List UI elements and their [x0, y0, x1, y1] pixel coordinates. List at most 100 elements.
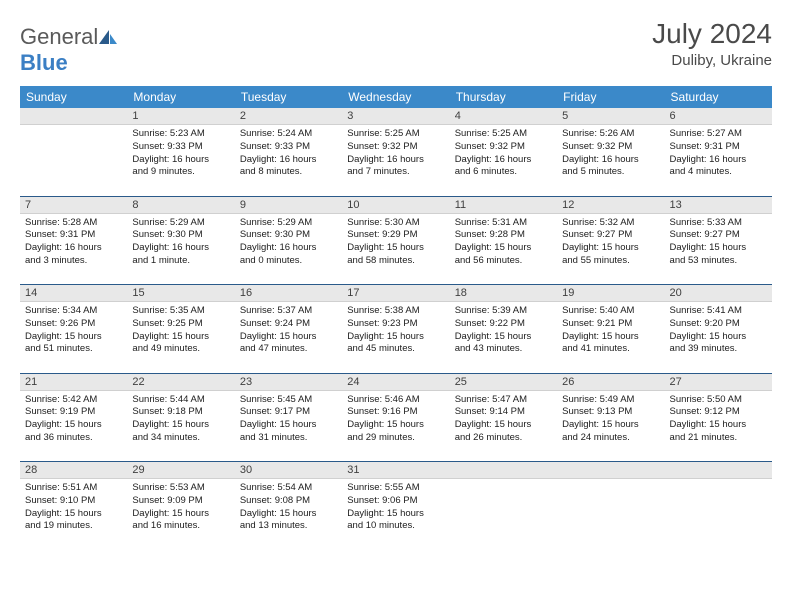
day-content: Sunrise: 5:29 AMSunset: 9:30 PMDaylight:…: [127, 214, 234, 272]
day-number: 27: [665, 374, 772, 391]
day-number: 9: [235, 197, 342, 214]
calendar-page: GeneralBlue July 2024 Duliby, Ukraine Su…: [0, 0, 792, 560]
day-line: Sunrise: 5:29 AM: [240, 217, 337, 230]
weekday-header: Monday: [127, 86, 234, 108]
calendar-day: 23Sunrise: 5:45 AMSunset: 9:17 PMDayligh…: [235, 374, 342, 462]
day-content: Sunrise: 5:41 AMSunset: 9:20 PMDaylight:…: [665, 302, 772, 360]
location-label: Duliby, Ukraine: [652, 52, 772, 69]
day-number: 10: [342, 197, 449, 214]
day-line: Daylight: 15 hours: [455, 331, 552, 344]
day-number: 22: [127, 374, 234, 391]
day-line: Sunset: 9:30 PM: [240, 229, 337, 242]
day-content: Sunrise: 5:35 AMSunset: 9:25 PMDaylight:…: [127, 302, 234, 360]
day-line: Sunrise: 5:34 AM: [25, 305, 122, 318]
day-line: Daylight: 16 hours: [347, 154, 444, 167]
day-line: Sunrise: 5:46 AM: [347, 394, 444, 407]
day-content: Sunrise: 5:23 AMSunset: 9:33 PMDaylight:…: [127, 125, 234, 183]
day-line: and 0 minutes.: [240, 255, 337, 268]
day-line: Sunrise: 5:40 AM: [562, 305, 659, 318]
day-line: and 26 minutes.: [455, 432, 552, 445]
day-line: and 6 minutes.: [455, 166, 552, 179]
day-line: Daylight: 15 hours: [670, 419, 767, 432]
day-number: 12: [557, 197, 664, 214]
day-line: and 39 minutes.: [670, 343, 767, 356]
day-content: Sunrise: 5:47 AMSunset: 9:14 PMDaylight:…: [450, 391, 557, 449]
day-line: Daylight: 15 hours: [670, 242, 767, 255]
day-line: Sunset: 9:33 PM: [240, 141, 337, 154]
day-line: Daylight: 15 hours: [562, 419, 659, 432]
day-number: 19: [557, 285, 664, 302]
day-number: 23: [235, 374, 342, 391]
day-line: Daylight: 15 hours: [347, 331, 444, 344]
day-line: Sunset: 9:22 PM: [455, 318, 552, 331]
day-line: and 21 minutes.: [670, 432, 767, 445]
calendar-day: 1Sunrise: 5:23 AMSunset: 9:33 PMDaylight…: [127, 108, 234, 196]
calendar-day: 4Sunrise: 5:25 AMSunset: 9:32 PMDaylight…: [450, 108, 557, 196]
calendar-day: 9Sunrise: 5:29 AMSunset: 9:30 PMDaylight…: [235, 197, 342, 285]
day-content: Sunrise: 5:44 AMSunset: 9:18 PMDaylight:…: [127, 391, 234, 449]
day-number: [665, 462, 772, 479]
day-line: and 45 minutes.: [347, 343, 444, 356]
day-line: and 41 minutes.: [562, 343, 659, 356]
day-line: Daylight: 16 hours: [455, 154, 552, 167]
day-number: 4: [450, 108, 557, 125]
calendar-week: 7Sunrise: 5:28 AMSunset: 9:31 PMDaylight…: [20, 197, 772, 285]
day-line: and 16 minutes.: [132, 520, 229, 533]
day-line: Daylight: 15 hours: [670, 331, 767, 344]
day-number: 20: [665, 285, 772, 302]
day-content: Sunrise: 5:30 AMSunset: 9:29 PMDaylight:…: [342, 214, 449, 272]
calendar-day: 28Sunrise: 5:51 AMSunset: 9:10 PMDayligh…: [20, 462, 127, 550]
calendar-day: 17Sunrise: 5:38 AMSunset: 9:23 PMDayligh…: [342, 285, 449, 373]
day-line: and 19 minutes.: [25, 520, 122, 533]
calendar-day: 6Sunrise: 5:27 AMSunset: 9:31 PMDaylight…: [665, 108, 772, 196]
calendar-day: 15Sunrise: 5:35 AMSunset: 9:25 PMDayligh…: [127, 285, 234, 373]
day-content: Sunrise: 5:51 AMSunset: 9:10 PMDaylight:…: [20, 479, 127, 537]
day-line: Sunrise: 5:28 AM: [25, 217, 122, 230]
day-line: Sunset: 9:30 PM: [132, 229, 229, 242]
day-line: Daylight: 16 hours: [25, 242, 122, 255]
calendar-day: 19Sunrise: 5:40 AMSunset: 9:21 PMDayligh…: [557, 285, 664, 373]
day-content: Sunrise: 5:33 AMSunset: 9:27 PMDaylight:…: [665, 214, 772, 272]
title-block: July 2024 Duliby, Ukraine: [652, 18, 772, 69]
day-line: and 36 minutes.: [25, 432, 122, 445]
day-line: Sunrise: 5:42 AM: [25, 394, 122, 407]
calendar-day: 11Sunrise: 5:31 AMSunset: 9:28 PMDayligh…: [450, 197, 557, 285]
day-line: and 53 minutes.: [670, 255, 767, 268]
calendar-day-empty: [450, 462, 557, 550]
day-line: Sunset: 9:13 PM: [562, 406, 659, 419]
day-line: Sunrise: 5:55 AM: [347, 482, 444, 495]
logo-sail-icon: [99, 30, 117, 44]
day-line: Daylight: 15 hours: [25, 508, 122, 521]
day-line: Daylight: 16 hours: [240, 154, 337, 167]
day-line: Sunset: 9:27 PM: [670, 229, 767, 242]
day-number: 26: [557, 374, 664, 391]
brand-logo: GeneralBlue: [20, 24, 117, 76]
day-number: 1: [127, 108, 234, 125]
day-line: Sunset: 9:31 PM: [670, 141, 767, 154]
day-line: Sunset: 9:29 PM: [347, 229, 444, 242]
day-line: and 47 minutes.: [240, 343, 337, 356]
day-line: Sunset: 9:21 PM: [562, 318, 659, 331]
day-line: and 9 minutes.: [132, 166, 229, 179]
brand-name-b: Blue: [20, 50, 68, 75]
month-title: July 2024: [652, 18, 772, 50]
day-line: Sunset: 9:28 PM: [455, 229, 552, 242]
day-number: [450, 462, 557, 479]
day-line: Sunrise: 5:30 AM: [347, 217, 444, 230]
day-line: Sunset: 9:16 PM: [347, 406, 444, 419]
day-line: Sunrise: 5:35 AM: [132, 305, 229, 318]
day-line: Sunrise: 5:24 AM: [240, 128, 337, 141]
day-line: Daylight: 15 hours: [132, 508, 229, 521]
day-line: Sunrise: 5:23 AM: [132, 128, 229, 141]
day-number: 11: [450, 197, 557, 214]
calendar-day: 3Sunrise: 5:25 AMSunset: 9:32 PMDaylight…: [342, 108, 449, 196]
day-line: Sunset: 9:26 PM: [25, 318, 122, 331]
weekday-header: Saturday: [665, 86, 772, 108]
day-line: Sunrise: 5:38 AM: [347, 305, 444, 318]
day-content: Sunrise: 5:25 AMSunset: 9:32 PMDaylight:…: [450, 125, 557, 183]
day-content: Sunrise: 5:40 AMSunset: 9:21 PMDaylight:…: [557, 302, 664, 360]
day-line: and 34 minutes.: [132, 432, 229, 445]
calendar-day: 22Sunrise: 5:44 AMSunset: 9:18 PMDayligh…: [127, 374, 234, 462]
calendar-day: 16Sunrise: 5:37 AMSunset: 9:24 PMDayligh…: [235, 285, 342, 373]
day-line: Sunrise: 5:53 AM: [132, 482, 229, 495]
